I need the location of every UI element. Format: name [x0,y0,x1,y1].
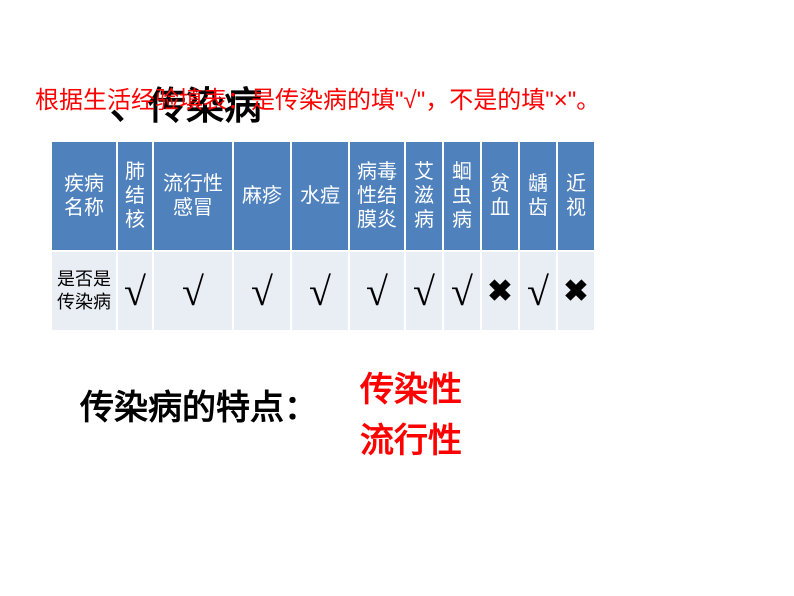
answer-cell-6: √ [405,251,443,331]
characteristics-label: 传染病的特点： [80,380,318,429]
cross-icon: ✖ [563,275,588,308]
check-icon: √ [309,269,331,314]
col-header-9: 龋齿 [519,141,557,251]
col-header-3: 麻疹 [233,141,291,251]
col-header-4: 水痘 [291,141,349,251]
col-header-name: 疾病名称 [51,141,117,251]
col-header-5: 病毒性结膜炎 [349,141,405,251]
answer-cell-2: √ [153,251,233,331]
answer-cell-10: ✖ [557,251,595,331]
characteristics-values: 传染性 流行性 [360,365,462,467]
col-header-label: 蛔虫病 [448,160,476,232]
col-header-6: 艾滋病 [405,141,443,251]
characteristic-2: 流行性 [360,416,462,467]
answer-cell-4: √ [291,251,349,331]
answer-cell-8: ✖ [481,251,519,331]
table-answer-row: 是否是传染病 √ √ √ √ √ √ √ ✖ √ ✖ [51,251,595,331]
answer-cell-7: √ [443,251,481,331]
check-icon: √ [413,269,435,314]
col-header-label: 艾滋病 [410,160,438,232]
col-header-label: 麻疹 [238,184,286,208]
col-header-10: 近视 [557,141,595,251]
row-label: 是否是传染病 [56,268,112,315]
col-header-7: 蛔虫病 [443,141,481,251]
col-header-label: 疾病名称 [56,172,112,220]
table-header-row: 疾病名称肺结核流行性感冒麻疹水痘病毒性结膜炎艾滋病蛔虫病贫血龋齿近视 [51,141,595,251]
check-icon: √ [124,269,146,314]
answer-cell-3: √ [233,251,291,331]
answer-cell-1: √ [117,251,153,331]
disease-table: 疾病名称肺结核流行性感冒麻疹水痘病毒性结膜炎艾滋病蛔虫病贫血龋齿近视 是否是传染… [50,140,596,332]
cross-icon: ✖ [487,275,512,308]
check-icon: √ [251,269,273,314]
col-header-8: 贫血 [481,141,519,251]
answer-cell-9: √ [519,251,557,331]
col-header-label: 龋齿 [524,172,552,220]
col-header-2: 流行性感冒 [153,141,233,251]
check-icon: √ [366,269,388,314]
col-header-label: 水痘 [296,184,344,208]
row-label-cell: 是否是传染病 [51,251,117,331]
answer-cell-5: √ [349,251,405,331]
col-header-label: 流行性感冒 [158,172,228,220]
characteristic-1: 传染性 [360,365,462,416]
check-icon: √ [182,269,204,314]
col-header-1: 肺结核 [117,141,153,251]
check-icon: √ [527,269,549,314]
col-header-label: 近视 [562,172,590,220]
check-icon: √ [451,269,473,314]
col-header-label: 病毒性结膜炎 [354,160,400,232]
instruction-text: 根据生活经验填表：是传染病的填"√"，不是的填"×"。 [35,80,600,115]
col-header-label: 贫血 [486,172,514,220]
col-header-label: 肺结核 [122,160,148,232]
